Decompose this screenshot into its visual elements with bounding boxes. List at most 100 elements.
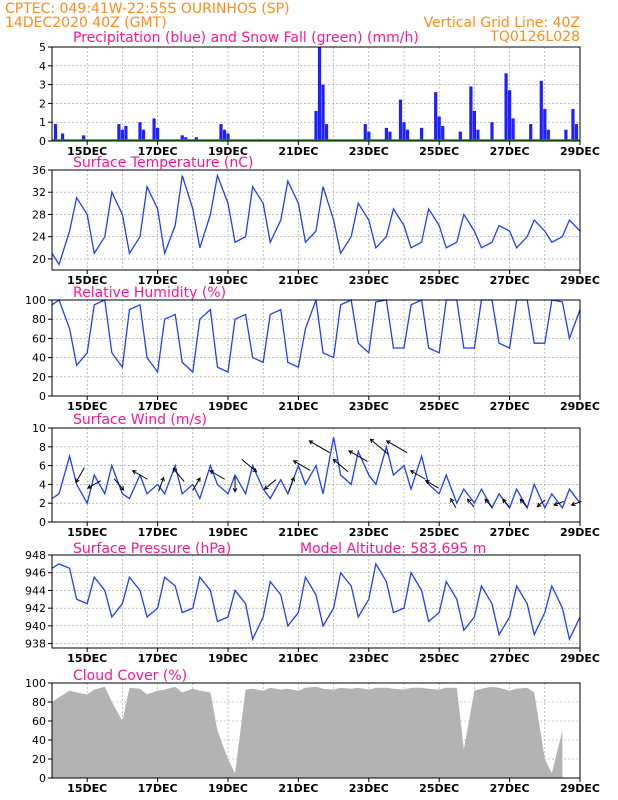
precip-bar: [324, 124, 329, 141]
precip-panel: 0 1 2 3 4 5 15DEC 17DEC 19DEC 21DEC 23DEC 25DEC 27DE…: [39, 41, 600, 158]
precip-bar: [571, 109, 575, 141]
wind-arrow: [348, 450, 368, 462]
wind-ytick-label: 4: [39, 478, 46, 491]
cloud-xtick-label: 15DEC: [67, 782, 107, 795]
temp-ytick-label: 32: [32, 186, 46, 199]
wind-panel: 0 2 4 6 8 10 15DEC 17DEC 19DEC 21DEC 23DEC 25DEC 27D…: [32, 422, 600, 539]
temp-xtick-label: 15DEC: [67, 274, 107, 287]
wind-arrow-head: [519, 498, 525, 504]
rh-ytick-label: 40: [32, 352, 46, 365]
pressure-xtick-label: 19DEC: [208, 652, 248, 665]
cloud-ytick-label: 40: [32, 734, 46, 747]
cloud-xtick-label: 21DEC: [278, 782, 318, 795]
wind-arrow: [519, 498, 528, 508]
precip-xtick-label: 15DEC: [67, 145, 107, 158]
wind-arrow: [172, 468, 185, 482]
wind-arrow-head: [484, 498, 490, 504]
rh-ytick-label: 80: [32, 313, 46, 326]
cloud-xtick-label: 17DEC: [138, 782, 178, 795]
precip-bar: [504, 73, 508, 141]
precip-bar: [219, 124, 223, 141]
rh-xtick-label: 23DEC: [349, 400, 389, 413]
wind-arrow-head: [131, 470, 137, 475]
precip-bar: [180, 135, 184, 141]
precip-bar: [472, 110, 476, 141]
wind-frame: [51, 427, 581, 523]
pressure-xtick-label: 23DEC: [349, 652, 389, 665]
precip-title: Precipitation (blue) and Snow Fall (gree…: [73, 30, 419, 46]
rh-xtick-label: 21DEC: [278, 400, 318, 413]
precip-bar: [574, 124, 579, 141]
rh-panel: 0 20 40 60 80 100 15DEC 17DEC 19DEC 21DEC 23DEC 25D…: [25, 294, 600, 413]
precip-bar: [156, 127, 160, 141]
precip-bar: [138, 122, 142, 141]
precip-bar: [117, 124, 121, 141]
temp-xtick-label: 25DEC: [419, 274, 459, 287]
header-location: CPTEC: 049:41W-22:55S OURINHOS (SP): [5, 1, 290, 17]
rh-xtick-label: 25DEC: [419, 400, 459, 413]
wind-arrow-head: [553, 501, 559, 507]
temp-series-line: [51, 173, 581, 266]
precip-bar: [124, 125, 128, 141]
wind-xtick-label: 17DEC: [138, 526, 178, 539]
precip-frame: [51, 46, 581, 142]
cloud-ytick-label: 80: [32, 696, 46, 709]
header-model-code: TQ0126L028: [489, 29, 580, 45]
precip-bar: [194, 137, 198, 141]
temp-ytick-label: 36: [32, 164, 46, 177]
wind-arrow: [553, 500, 564, 506]
cloud-xtick-label: 23DEC: [349, 782, 389, 795]
pressure-series-line: [51, 562, 581, 642]
precip-bar: [469, 86, 473, 141]
precip-bar: [564, 129, 568, 141]
wind-arrow-head: [570, 501, 576, 507]
precip-bar: [490, 122, 494, 141]
wind-arrow: [264, 479, 277, 490]
pressure-panel: 938 940 942 944 946 948 15DEC 17DEC 19DEC 21DEC 23…: [25, 549, 600, 665]
precip-bar: [529, 124, 533, 141]
wind-arrow-head: [209, 470, 215, 475]
wind-arrow-head: [466, 498, 472, 504]
pressure-ytick-label: 938: [25, 638, 46, 651]
rh-ytick-label: 0: [39, 390, 46, 403]
wind-arrow: [192, 477, 201, 492]
wind-xtick-label: 27DEC: [490, 526, 530, 539]
precip-bar: [476, 129, 480, 141]
precip-bar: [458, 131, 462, 141]
temp-xtick-label: 17DEC: [138, 274, 178, 287]
temp-xtick-label: 27DEC: [490, 274, 530, 287]
pressure-ytick-label: 944: [25, 584, 46, 597]
precip-bar: [222, 129, 227, 141]
wind-arrow-head: [308, 440, 314, 445]
rh-ytick-label: 20: [32, 371, 46, 384]
precip-ytick-label: 0: [39, 135, 46, 148]
precip-bar: [367, 131, 371, 141]
cloud-title: Cloud Cover (%): [73, 668, 187, 684]
cloud-frame: [51, 682, 581, 779]
pressure-xtick-label: 25DEC: [419, 652, 459, 665]
precip-xtick-label: 19DEC: [208, 145, 248, 158]
precip-xtick-label: 17DEC: [138, 145, 178, 158]
rh-title: Relative Humidity (%): [73, 285, 226, 301]
temp-xtick-label: 21DEC: [278, 274, 318, 287]
wind-arrow: [75, 467, 85, 483]
precip-bar: [546, 129, 550, 141]
precip-ytick-label: 1: [39, 116, 46, 129]
pressure-xtick-label: 17DEC: [138, 652, 178, 665]
cloud-cover-area: [52, 686, 563, 778]
wind-arrow-head: [290, 476, 295, 482]
wind-arrow-head: [502, 498, 507, 504]
wind-arrow-head: [86, 484, 92, 489]
wind-arrow-head: [232, 488, 238, 493]
rh-frame: [51, 299, 581, 397]
temp-ytick-label: 20: [32, 253, 46, 266]
precip-bar: [398, 99, 403, 141]
precip-bar: [539, 80, 543, 141]
pressure-ytick-label: 942: [25, 602, 46, 615]
precip-xtick-label: 27DEC: [490, 145, 530, 158]
wind-arrow-head: [385, 440, 391, 445]
rh-xtick-label: 19DEC: [208, 400, 248, 413]
wind-arrow-head: [450, 497, 455, 503]
precip-ytick-label: 5: [39, 41, 46, 54]
